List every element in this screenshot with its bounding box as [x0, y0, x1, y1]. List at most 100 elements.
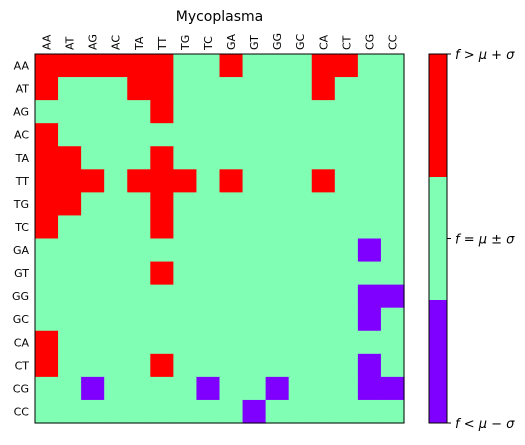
heatmap-cell-GT-TA	[127, 261, 151, 286]
heatmap-cell-AG-TA	[127, 100, 151, 124]
y-tick-label: AC	[14, 129, 29, 142]
heatmap-cell-CA-AG	[81, 330, 105, 355]
heatmap-cell-AA-CA	[311, 54, 336, 78]
heatmap-cell-GT-TT	[150, 261, 174, 286]
heatmap-cell-AG-AA	[35, 100, 59, 124]
heatmap-cell-GC-TT	[150, 307, 174, 332]
heatmap-cell-TG-AT	[58, 192, 82, 217]
heatmap-cell-GT-AG	[81, 261, 105, 286]
heatmap-cell-CA-AA	[35, 330, 59, 355]
heatmap-cell-GA-AG	[81, 238, 105, 263]
heatmap-cell-CC-TA	[127, 399, 151, 424]
heatmap-cell-AG-CT	[334, 100, 359, 124]
heatmap-cell-TC-GT	[242, 215, 267, 240]
heatmap-cell-CT-AT	[58, 353, 82, 378]
heatmap-cell-GG-CT	[334, 284, 359, 309]
heatmap-cell-AC-TT	[150, 123, 174, 147]
heatmap-cell-AT-AG	[81, 77, 105, 101]
heatmap-cell-AA-GC	[288, 54, 313, 78]
heatmap-cell-GA-AC	[104, 238, 128, 263]
heatmap-cell-TC-CG	[357, 215, 382, 240]
heatmap-cell-CA-GC	[288, 330, 313, 355]
heatmap-cell-AA-AT	[58, 54, 82, 78]
x-tick-label: TA	[133, 36, 146, 51]
heatmap-cell-TA-TC	[196, 146, 221, 170]
heatmap-cell-AA-CT	[334, 54, 359, 78]
heatmap-cell-TT-CT	[334, 169, 359, 193]
heatmap-cell-GA-AA	[35, 238, 59, 263]
heatmap-cell-GA-TG	[173, 238, 198, 263]
heatmap-cell-TG-TA	[127, 192, 151, 217]
heatmap-cell-TG-TG	[173, 192, 198, 217]
y-tick-label: CC	[14, 405, 30, 418]
heatmap-cell-AG-AC	[104, 100, 128, 124]
heatmap-cell-CG-CG	[357, 376, 382, 401]
heatmap-cell-CT-TC	[196, 353, 221, 378]
heatmap-cell-GA-GT	[242, 238, 267, 263]
x-tick-label: TG	[179, 35, 192, 51]
heatmap-cell-TT-CC	[380, 169, 405, 193]
heatmap-cell-TC-CA	[311, 215, 336, 240]
y-tick-label: TT	[15, 175, 30, 188]
heatmap-cell-TT-AC	[104, 169, 128, 193]
heatmap-cell-GT-GC	[288, 261, 313, 286]
x-tick-label: TT	[156, 36, 169, 51]
heatmap-cell-TG-CC	[380, 192, 405, 217]
heatmap-cell-TC-CC	[380, 215, 405, 240]
heatmap-cell-CC-TT	[150, 399, 174, 424]
heatmap-cell-CT-GG	[265, 353, 290, 378]
heatmap-cell-TC-AG	[81, 215, 105, 240]
heatmap-cell-GC-AT	[58, 307, 82, 332]
heatmap-cell-AC-GA	[219, 123, 244, 147]
heatmap-cell-CA-CT	[334, 330, 359, 355]
heatmap-cell-AC-GG	[265, 123, 290, 147]
heatmap-cell-CG-GC	[288, 376, 313, 401]
heatmap-cell-GG-AA	[35, 284, 59, 309]
heatmap-cell-CA-GT	[242, 330, 267, 355]
x-tick-label: AG	[87, 34, 100, 50]
heatmap-cell-CC-GG	[265, 399, 290, 424]
heatmap-cell-GC-GT	[242, 307, 267, 332]
heatmap-cell-GG-CG	[357, 284, 382, 309]
heatmap-cell-TA-CC	[380, 146, 405, 170]
heatmap-cell-AT-CC	[380, 77, 405, 101]
heatmap-cell-AG-AG	[81, 100, 105, 124]
heatmap-cell-TG-AA	[35, 192, 59, 217]
heatmap-cell-CG-TC	[196, 376, 221, 401]
heatmap-cell-TA-TA	[127, 146, 151, 170]
x-tick-label: GA	[225, 33, 238, 50]
heatmap-cell-TT-AT	[58, 169, 82, 193]
heatmap-cell-CC-TG	[173, 399, 198, 424]
heatmap-cell-GC-TC	[196, 307, 221, 332]
heatmap-cell-CC-AA	[35, 399, 59, 424]
heatmap-cell-GA-CC	[380, 238, 405, 263]
heatmap-cell-TT-AA	[35, 169, 59, 193]
heatmap-cell-AC-CG	[357, 123, 382, 147]
heatmap-cell-TA-AA	[35, 146, 59, 170]
heatmap-cell-AG-TT	[150, 100, 174, 124]
heatmap-cell-GA-GG	[265, 238, 290, 263]
heatmap-cell-AC-GT	[242, 123, 267, 147]
heatmap-cell-GC-CT	[334, 307, 359, 332]
y-tick-label: CT	[15, 359, 30, 372]
heatmap-cell-TC-AC	[104, 215, 128, 240]
heatmap-cell-TG-AC	[104, 192, 128, 217]
y-tick-label: TC	[14, 221, 29, 234]
heatmap-cell-GC-TA	[127, 307, 151, 332]
heatmap-cell-AG-TG	[173, 100, 198, 124]
heatmap-cell-CA-GG	[265, 330, 290, 355]
y-tick-label: GC	[13, 313, 30, 326]
heatmap-cell-AA-AG	[81, 54, 105, 78]
heatmap-cell-CT-AG	[81, 353, 105, 378]
heatmap-cell-TT-TT	[150, 169, 174, 193]
heatmap-cell-CG-GT	[242, 376, 267, 401]
heatmap-cell-AG-CC	[380, 100, 405, 124]
heatmap-cell-CC-TC	[196, 399, 221, 424]
heatmap-cell-CT-GT	[242, 353, 267, 378]
colorbar-label: f > μ + σ	[455, 48, 515, 63]
heatmap-cell-TG-CG	[357, 192, 382, 217]
heatmap-cell-AG-GC	[288, 100, 313, 124]
heatmap-cell-CG-TA	[127, 376, 151, 401]
x-tick-label: AT	[64, 36, 77, 50]
heatmap-cell-AG-CG	[357, 100, 382, 124]
